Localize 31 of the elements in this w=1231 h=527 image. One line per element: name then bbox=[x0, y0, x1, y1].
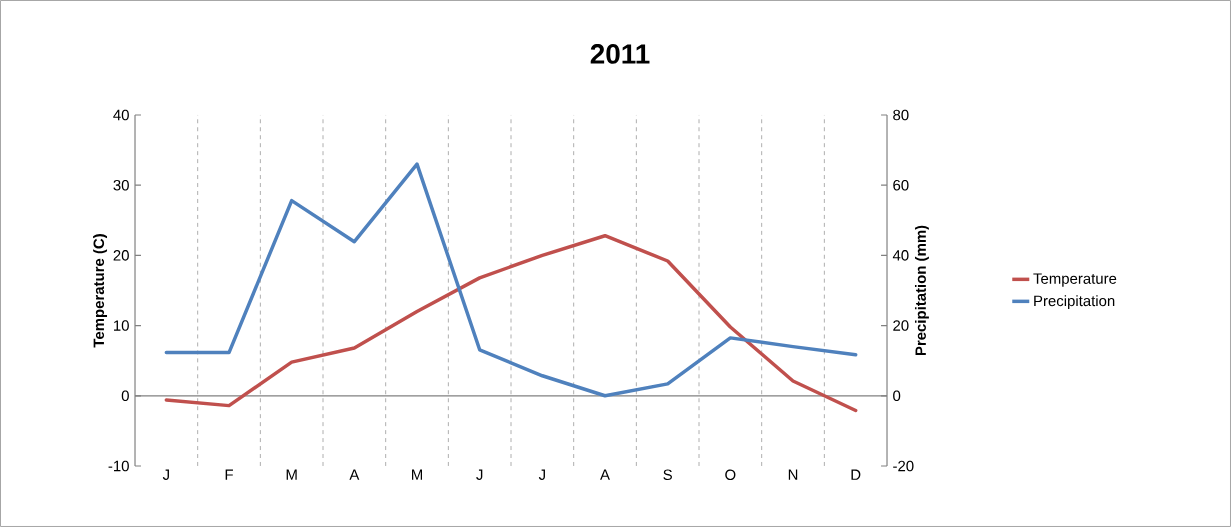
x-tick-label: S bbox=[663, 469, 672, 481]
x-tick-label: N bbox=[788, 469, 798, 480]
y2-tick-label: 40 bbox=[892, 250, 909, 261]
y2-tick-label: 80 bbox=[893, 109, 909, 121]
chart-title: 2011 bbox=[590, 44, 650, 64]
line-series bbox=[164, 233, 858, 413]
y2-tick-label: 60 bbox=[893, 179, 909, 191]
x-tick-label: M bbox=[412, 469, 423, 480]
y-tick-label: 40 bbox=[113, 109, 129, 121]
y2-tick-label: 20 bbox=[893, 320, 909, 331]
x-tick-label: F bbox=[225, 469, 233, 480]
legend-label: Temperature bbox=[1033, 273, 1117, 287]
y-axis-title: Temperature (C) bbox=[93, 234, 108, 348]
legend-label: Precipitation bbox=[1034, 295, 1115, 310]
y2-tick-label: -20 bbox=[893, 460, 914, 472]
y-tick-label: 20 bbox=[113, 250, 129, 261]
x-tick-label: J bbox=[476, 469, 483, 480]
y-tick-label: 0 bbox=[121, 390, 129, 402]
x-tick-label: J bbox=[538, 469, 545, 480]
x-tick-label: J bbox=[162, 469, 169, 480]
x-tick-label: M bbox=[286, 469, 297, 480]
y2-tick-label: 0 bbox=[893, 390, 901, 402]
y2-axis-title: Precipitation (mm) bbox=[914, 225, 929, 356]
y-tick-label: 30 bbox=[113, 179, 129, 191]
x-tick-label: A bbox=[349, 469, 360, 480]
y-tick-label: -10 bbox=[108, 460, 129, 472]
x-tick-label: A bbox=[600, 469, 610, 480]
line-series bbox=[164, 162, 858, 398]
y-tick-label: 10 bbox=[114, 320, 129, 331]
x-tick-label: O bbox=[725, 469, 736, 481]
x-tick-label: D bbox=[851, 469, 861, 480]
